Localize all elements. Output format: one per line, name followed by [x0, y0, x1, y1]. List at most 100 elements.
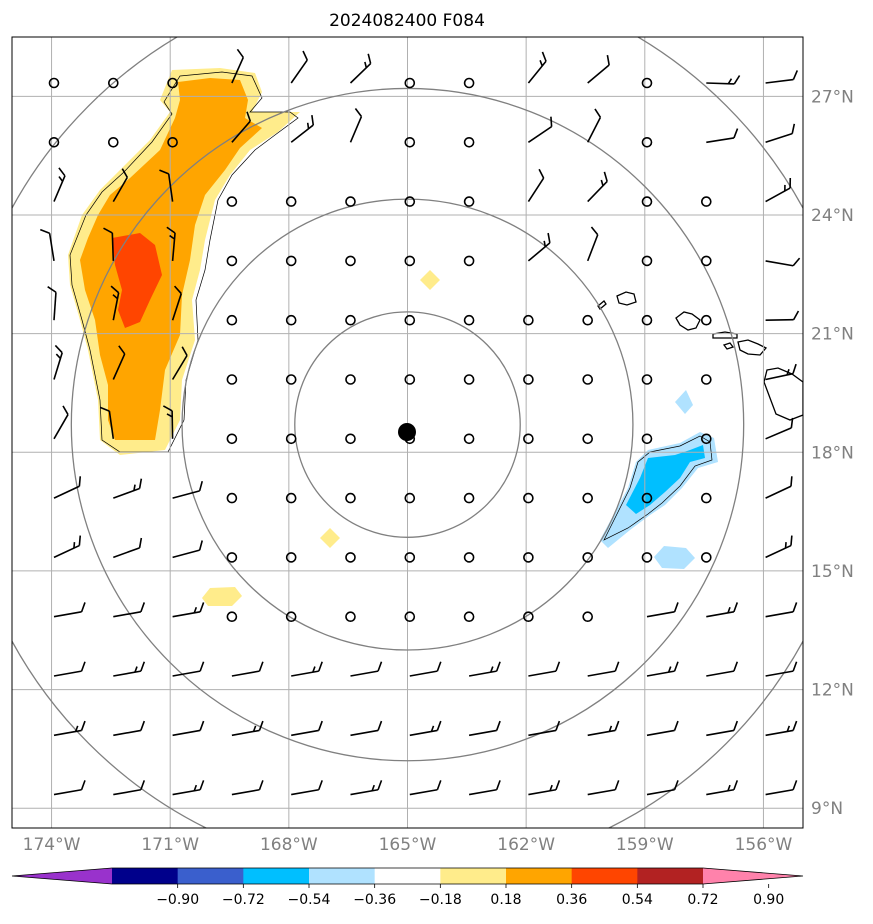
wind-barb	[53, 720, 86, 737]
contour-fill-small-neg-2	[654, 546, 695, 569]
calm-marker	[463, 314, 475, 326]
graticule	[12, 37, 803, 828]
wind-barb	[706, 602, 739, 618]
contour-fill-0.54	[112, 233, 162, 328]
calm-marker	[345, 552, 356, 563]
wind-barb	[166, 226, 176, 261]
calm-marker	[700, 492, 712, 504]
wind-barb	[528, 780, 561, 796]
wind-barb	[53, 405, 69, 440]
wind-barb	[172, 480, 204, 499]
wind-barb	[706, 720, 739, 737]
calm-marker	[523, 374, 534, 385]
lon-label-5: 159°W	[616, 835, 674, 855]
calm-marker	[226, 196, 238, 207]
calm-marker	[345, 196, 356, 207]
wind-barb	[527, 116, 553, 143]
colorbar-tick-label: 0.90	[753, 892, 784, 908]
lat-label-2: 15°N	[811, 562, 854, 582]
colorbar-extend-low	[12, 868, 112, 884]
calm-marker	[700, 552, 712, 563]
calm-marker	[523, 314, 534, 326]
wind-barb	[53, 167, 66, 202]
wind-barb	[53, 535, 82, 559]
colorbar-segment	[571, 868, 638, 884]
colorbar-tick-label: −0.18	[419, 892, 462, 908]
calm-marker	[641, 492, 653, 504]
wind-barb	[103, 227, 115, 261]
wind-barb	[765, 602, 798, 618]
wind-barb	[231, 720, 264, 737]
wind-barb	[53, 476, 82, 499]
contour-fill-small-2	[320, 528, 340, 548]
calm-marker	[285, 314, 297, 326]
calm-marker	[226, 374, 238, 385]
calm-marker	[285, 552, 297, 563]
island-kauai	[616, 291, 637, 306]
wind-barb	[172, 661, 205, 677]
colorbar: −0.90 −0.72 −0.54 −0.36 −0.18 0.18 0.36 0.54 0.7…	[11, 867, 804, 908]
contour-fill-small-3	[202, 587, 242, 606]
lat-label-6: 27°N	[811, 87, 854, 107]
range-rings	[12, 37, 803, 828]
wind-barb	[172, 540, 204, 559]
lon-label-2: 168°W	[260, 835, 318, 855]
calm-marker	[641, 374, 653, 385]
wind-barbs	[39, 48, 801, 796]
calm-marker	[226, 492, 238, 504]
lon-label-6: 156°W	[735, 835, 793, 855]
wind-barb	[350, 720, 383, 737]
calm-marker	[463, 552, 475, 563]
wind-barb	[231, 661, 264, 677]
wind-barb	[587, 720, 620, 737]
wind-barb	[231, 780, 264, 796]
wind-barb	[646, 780, 679, 796]
lon-label-1: 171°W	[141, 835, 199, 855]
calm-marker	[641, 77, 653, 89]
calm-marker	[404, 374, 416, 385]
wind-barb	[113, 720, 146, 737]
wind-barb	[112, 168, 128, 203]
calm-marker	[463, 492, 475, 504]
calm-marker	[463, 77, 475, 89]
wind-barb	[349, 108, 363, 143]
calm-marker	[226, 552, 238, 563]
calm-marker	[48, 137, 60, 148]
colorbar-outline	[11, 867, 804, 885]
wind-barb	[765, 310, 800, 321]
calm-marker	[226, 255, 238, 267]
island-big-island	[763, 367, 803, 421]
colorbar-tick-label: 0.36	[556, 892, 587, 908]
wind-barb	[231, 48, 245, 84]
wind-barb	[765, 257, 801, 267]
colorbar-segment	[243, 868, 310, 884]
colorbar-tick-label: −0.90	[156, 892, 199, 908]
wind-barb	[171, 285, 183, 321]
calm-marker	[523, 611, 534, 623]
figure-title: 2024082400 F084	[329, 11, 485, 31]
wind-barb	[113, 661, 146, 677]
wind-barb	[53, 780, 86, 796]
wind-barb	[765, 535, 793, 559]
contour-fill-small-1	[420, 270, 440, 290]
lat-label-5: 24°N	[811, 206, 854, 226]
calm-marker	[463, 611, 475, 623]
wind-barb	[765, 363, 797, 381]
contour-fill-0.36	[80, 78, 262, 440]
wind-barb	[706, 661, 739, 677]
contour-line-0.18	[69, 71, 299, 453]
calm-marker	[523, 552, 534, 563]
wind-barb	[587, 55, 610, 84]
calm-marker	[345, 374, 356, 385]
island-lanai	[722, 342, 735, 350]
lon-label-0: 174°W	[23, 835, 81, 855]
wind-barb	[290, 115, 315, 143]
calm-marker	[641, 196, 653, 207]
wind-barb	[113, 780, 146, 796]
lon-label-4: 162°W	[497, 835, 555, 855]
wind-barb	[47, 286, 57, 321]
wind-barb	[172, 602, 205, 618]
lat-label-0: 9°N	[811, 799, 843, 819]
calm-marker	[345, 492, 356, 504]
